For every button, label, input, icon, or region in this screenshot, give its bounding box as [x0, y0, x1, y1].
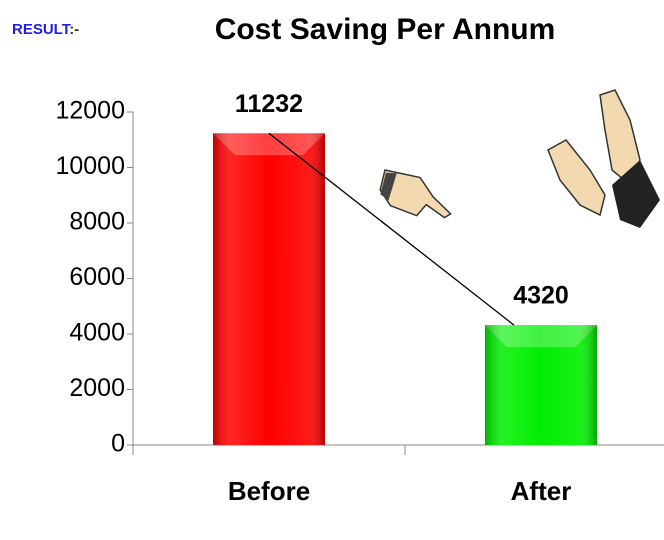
- bar-shade: [485, 325, 597, 445]
- result-suffix: :-: [69, 21, 79, 38]
- y-tick-label: 2000: [69, 374, 125, 402]
- x-tick-label: Before: [228, 476, 310, 506]
- page: RESULT:- Cost Saving Per Annum 0 2000 4000…: [0, 0, 664, 540]
- y-tick-label: 0: [111, 430, 125, 458]
- y-tick-label: 4000: [69, 319, 125, 347]
- clapping-hands-icon: [548, 90, 660, 228]
- y-tick-label: 6000: [69, 263, 125, 291]
- x-tick-label: After: [511, 476, 572, 506]
- result-word: RESULT: [12, 21, 71, 38]
- chart: RESULT:- Cost Saving Per Annum 0 2000 4000…: [0, 0, 664, 540]
- value-label: 11232: [235, 90, 303, 118]
- bar-shade: [213, 133, 325, 445]
- y-tick-label: 8000: [69, 208, 125, 236]
- result-label: RESULT:-: [12, 21, 79, 38]
- value-label: 4320: [513, 282, 569, 310]
- y-tick-label: 12000: [55, 97, 125, 125]
- pointing-hand-icon: [372, 163, 459, 230]
- y-tick-label: 10000: [55, 152, 125, 180]
- chart-title: Cost Saving Per Annum: [215, 13, 556, 46]
